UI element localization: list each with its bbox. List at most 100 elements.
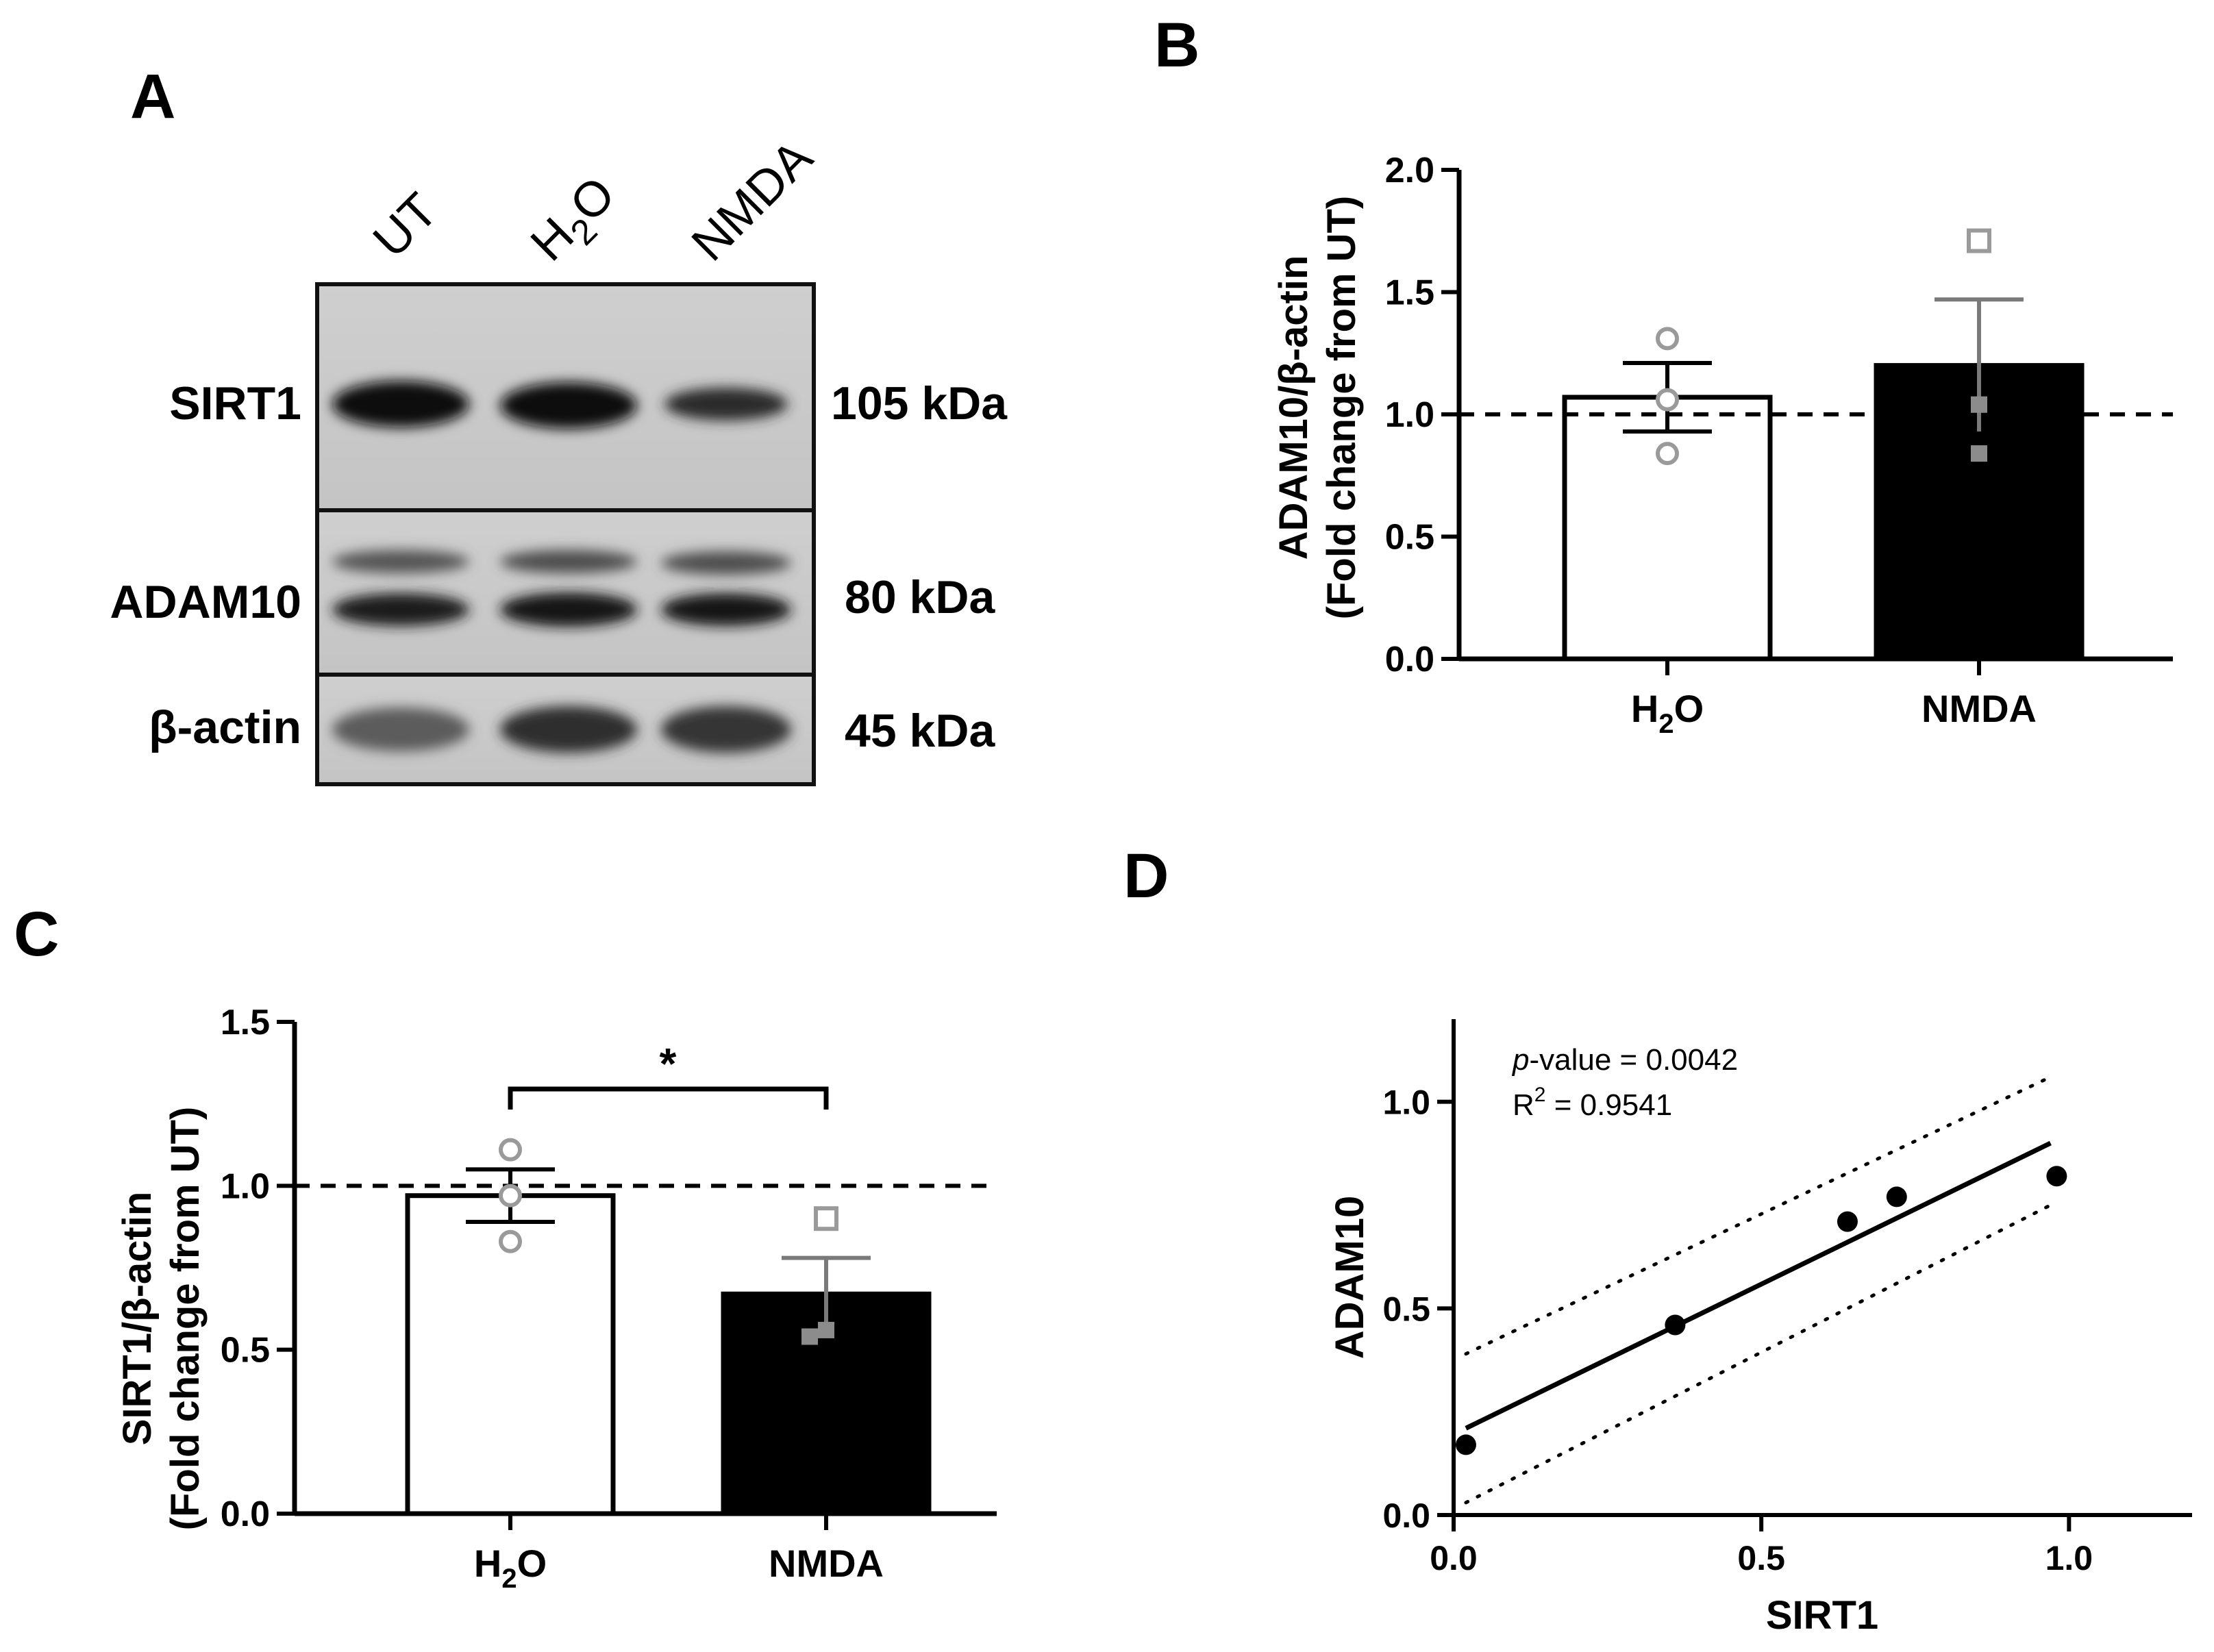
data-point <box>1886 1186 1907 1207</box>
panel-label-d: D <box>1123 841 1169 911</box>
chart-d-x-label: SIRT1 <box>1766 1593 1878 1638</box>
data-point <box>1656 327 1679 351</box>
lane-label-nmda: NMDA <box>682 130 823 271</box>
ci-lower-line <box>1464 1203 2052 1505</box>
band-sirt1-h2o <box>500 382 637 429</box>
chart-d-fit-line <box>1465 1140 2052 1431</box>
chart-d: 0.0 0.5 1.0 0.0 0.5 1.0 p-value = 0.0042 R2 =… <box>1328 1019 2192 1638</box>
chart-d-y-label: ADAM10 <box>1328 1196 1372 1360</box>
y-tick-label: 0.0 <box>1385 640 1434 679</box>
chart-b-points <box>1656 228 1991 466</box>
blot-kda-adam10: 80 kDa <box>845 571 995 623</box>
chart-b-y-label-line1: ADAM10/β-actin <box>1271 255 1316 560</box>
blot-strip-adam10 <box>315 508 816 677</box>
chart-b: 0.0 0.5 1.0 1.5 2.0 H2O NMDA ADAM10/β-actin (… <box>1271 151 2173 739</box>
chart-c-axes <box>292 1022 997 1530</box>
data-point <box>2046 1166 2067 1187</box>
x-tick-label: 1.0 <box>2045 1539 2093 1577</box>
panel-label-a: A <box>130 62 175 132</box>
y-tick-label: 1.0 <box>221 1166 270 1206</box>
band-actin-ut <box>332 708 469 751</box>
y-tick-label: 1.5 <box>1385 273 1434 313</box>
chart-c-points <box>499 1138 838 1345</box>
x-tick-label: 0.0 <box>1430 1539 1478 1577</box>
chart-b-axes <box>1456 170 2173 675</box>
y-tick-label: 0.5 <box>1382 1290 1430 1328</box>
blot-kda-actin: 45 kDa <box>845 705 995 757</box>
y-tick-label: 0.0 <box>221 1494 270 1534</box>
r-squared-text: R2 = 0.9541 <box>1513 1084 1672 1122</box>
band-adam10-lower-h2o <box>500 592 637 627</box>
chart-d-points <box>1455 1166 2067 1455</box>
data-point <box>1665 1314 1686 1336</box>
chart-c-y-ticks: 0.0 0.5 1.0 1.5 <box>221 1003 295 1534</box>
chart-c-y-label-line1: SIRT1/β-actin <box>115 1192 160 1446</box>
x-tick-label: NMDA <box>1921 687 2037 730</box>
band-sirt1-ut <box>332 381 469 427</box>
blot-row-label-sirt1: SIRT1 <box>169 377 301 429</box>
data-point <box>1656 442 1679 466</box>
band-adam10-upper-h2o <box>500 550 637 573</box>
data-point <box>1837 1211 1858 1232</box>
chart-c-bars <box>405 1193 932 1516</box>
chart-b-y-label-line2: (Fold change from UT) <box>1319 196 1364 620</box>
y-tick-label: 1.0 <box>1382 1084 1430 1122</box>
band-sirt1-nmda <box>664 388 788 421</box>
y-tick-label: 0.0 <box>1382 1497 1430 1535</box>
band-adam10-upper-nmda <box>661 551 791 575</box>
y-tick-label: 2.0 <box>1385 151 1434 190</box>
blot-row-label-adam10: ADAM10 <box>110 576 301 628</box>
band-adam10-lower-nmda <box>661 593 791 626</box>
panel-label-c: C <box>14 899 59 969</box>
data-point <box>801 1328 818 1345</box>
y-tick-label: 1.0 <box>1385 395 1434 435</box>
data-point <box>499 1138 522 1162</box>
bar <box>1562 395 1773 662</box>
chart-b-bars <box>1562 363 2085 662</box>
lane-label-h2o: H2O <box>521 166 632 278</box>
y-tick-label: 0.5 <box>221 1331 270 1371</box>
data-point <box>1971 445 1987 462</box>
ci-upper-line <box>1464 1075 2052 1356</box>
significance-star: * <box>660 1039 677 1088</box>
blot-row-label-actin: β-actin <box>149 701 301 753</box>
data-point <box>499 1184 522 1207</box>
blot-image <box>315 282 816 786</box>
lane-label-ut: UT <box>363 183 448 268</box>
chart-c: 0.0 0.5 1.0 1.5 H2O NMDA * SIRT1/β-actin (Fo… <box>115 1003 997 1594</box>
band-actin-h2o <box>500 706 637 753</box>
panel-label-b: B <box>1154 10 1199 80</box>
significance-bracket <box>508 1086 829 1110</box>
chart-c-error-bars <box>466 1167 871 1330</box>
blot-kda-sirt1: 105 kDa <box>831 377 1008 429</box>
data-point <box>1656 388 1679 412</box>
band-actin-nmda <box>661 706 791 753</box>
x-tick-label: H2O <box>474 1542 547 1594</box>
p-value-text: p-value = 0.0042 <box>1511 1043 1738 1077</box>
data-point <box>814 1206 838 1231</box>
chart-d-confidence-bands <box>1464 1075 2052 1505</box>
data-point <box>818 1321 834 1338</box>
chart-b-x-labels: H2O NMDA <box>1631 687 2037 739</box>
y-tick-label: 0.5 <box>1385 518 1434 558</box>
x-tick-label: NMDA <box>769 1542 884 1585</box>
chart-d-ticks: 0.0 0.5 1.0 0.0 0.5 1.0 <box>1382 1084 2093 1577</box>
panel-a: A UT H2O NMDA <box>110 62 1008 786</box>
data-point <box>1971 396 1987 413</box>
regression-line <box>1465 1140 2052 1431</box>
data-point <box>499 1229 522 1253</box>
y-tick-label: 1.5 <box>221 1003 270 1042</box>
chart-b-y-ticks: 0.0 0.5 1.0 1.5 2.0 <box>1385 151 1459 679</box>
data-point <box>1967 228 1991 253</box>
chart-c-y-label-line2: (Fold change from UT) <box>163 1107 208 1531</box>
data-point <box>1455 1434 1476 1455</box>
x-tick-label: 0.5 <box>1737 1539 1785 1577</box>
x-tick-label: H2O <box>1631 687 1704 739</box>
chart-c-x-labels: H2O NMDA <box>474 1542 884 1594</box>
band-adam10-upper-ut <box>332 550 469 573</box>
chart-d-stats: p-value = 0.0042 R2 = 0.9541 <box>1511 1043 1738 1122</box>
band-adam10-lower-ut <box>332 593 469 626</box>
blot-lane-labels: UT H2O NMDA <box>363 130 823 278</box>
chart-c-significance: * <box>508 1039 829 1110</box>
